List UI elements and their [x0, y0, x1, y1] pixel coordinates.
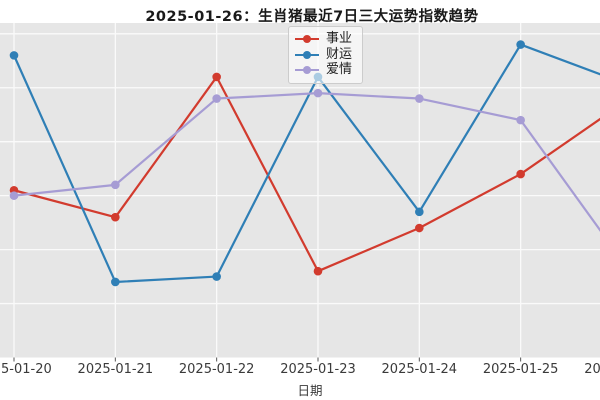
legend: 事业 财运 爱情 — [288, 26, 364, 84]
series-point-love — [9, 191, 19, 200]
series-point-career — [313, 266, 323, 276]
series-point-love — [516, 115, 525, 125]
series-point-love — [415, 94, 424, 103]
legend-label-wealth: 财运 — [326, 46, 353, 62]
x-tick-label: 2025-01-20 — [0, 362, 52, 377]
x-tick-label: 2025-01-22 — [178, 362, 255, 377]
series-point-career — [212, 72, 221, 82]
x-axis-label: 日期 — [297, 383, 323, 398]
series-point-love — [111, 180, 120, 190]
x-tick-label: 2025-01-25 — [482, 362, 559, 377]
legend-item-love: 爱情 — [295, 63, 352, 78]
series-point-career — [111, 212, 120, 222]
series-point-wealth — [212, 272, 221, 281]
legend-label-career: 事业 — [326, 31, 353, 47]
series-point-wealth — [111, 277, 120, 287]
series-point-love — [212, 94, 221, 103]
legend-item-wealth: 财运 — [295, 46, 353, 63]
x-tick-label: 2025-01-21 — [77, 362, 154, 377]
series-point-wealth — [9, 51, 19, 60]
chart-title: 2025-01-26：生肖猪最近7日三大运势指数趋势 — [145, 9, 479, 25]
career-line-marker-icon — [295, 34, 319, 44]
x-tick-label: 2025-01-26 — [584, 362, 600, 377]
series-point-love — [313, 88, 323, 98]
series-point-wealth — [516, 40, 525, 49]
legend-label-love: 爱情 — [326, 62, 353, 78]
series-point-career — [415, 223, 424, 233]
legend-item-career: 事业 — [295, 32, 352, 47]
x-tick-label: 2025-01-23 — [280, 362, 356, 377]
x-tick-label: 2025-01-24 — [381, 362, 458, 377]
series-point-career — [516, 169, 525, 179]
love-line-marker-icon — [295, 65, 319, 75]
wealth-line-marker-icon — [295, 50, 319, 60]
series-point-wealth — [415, 207, 424, 217]
